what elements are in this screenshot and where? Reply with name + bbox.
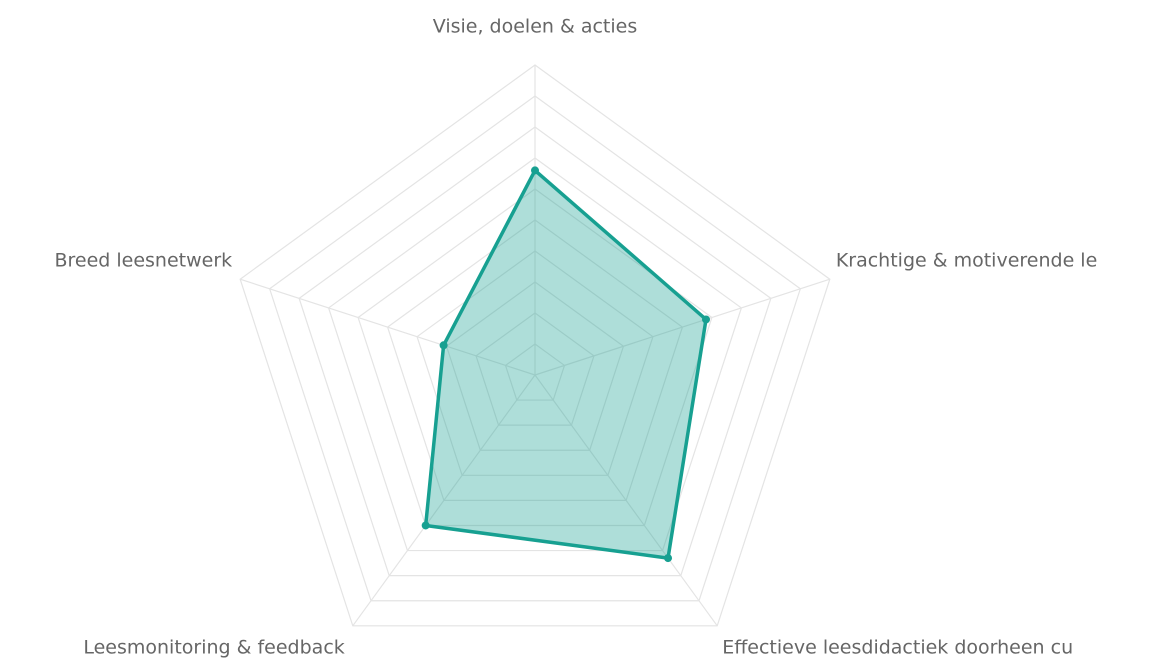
axis-label: Breed leesnetwerk — [54, 250, 232, 272]
data-point — [421, 521, 430, 530]
grid-ring — [504, 343, 566, 401]
series-area — [423, 168, 708, 560]
grid-ring — [386, 219, 684, 501]
axis-label: Effectieve leesdidactiek doorheen cu — [722, 636, 1073, 658]
data-point — [664, 554, 673, 563]
grid-spoke — [534, 374, 718, 627]
grid-ring — [327, 157, 743, 552]
grid-ring — [475, 312, 595, 426]
grid-spoke — [534, 278, 831, 376]
grid-spoke — [352, 374, 536, 627]
grid-ring — [357, 188, 713, 527]
grid-ring — [445, 281, 625, 451]
grid-ring — [298, 126, 772, 577]
axis-label: Visie, doelen & acties — [433, 16, 638, 38]
data-point — [531, 166, 539, 175]
axis-label: Leesmonitoring & feedback — [83, 636, 344, 658]
grid-spoke — [239, 278, 536, 376]
grid-ring — [239, 64, 831, 627]
grid-ring — [416, 250, 654, 476]
data-point — [701, 315, 710, 324]
axis-label: Krachtige & motiverende le — [836, 250, 1097, 272]
grid-ring — [268, 95, 802, 602]
data-point — [439, 341, 448, 350]
